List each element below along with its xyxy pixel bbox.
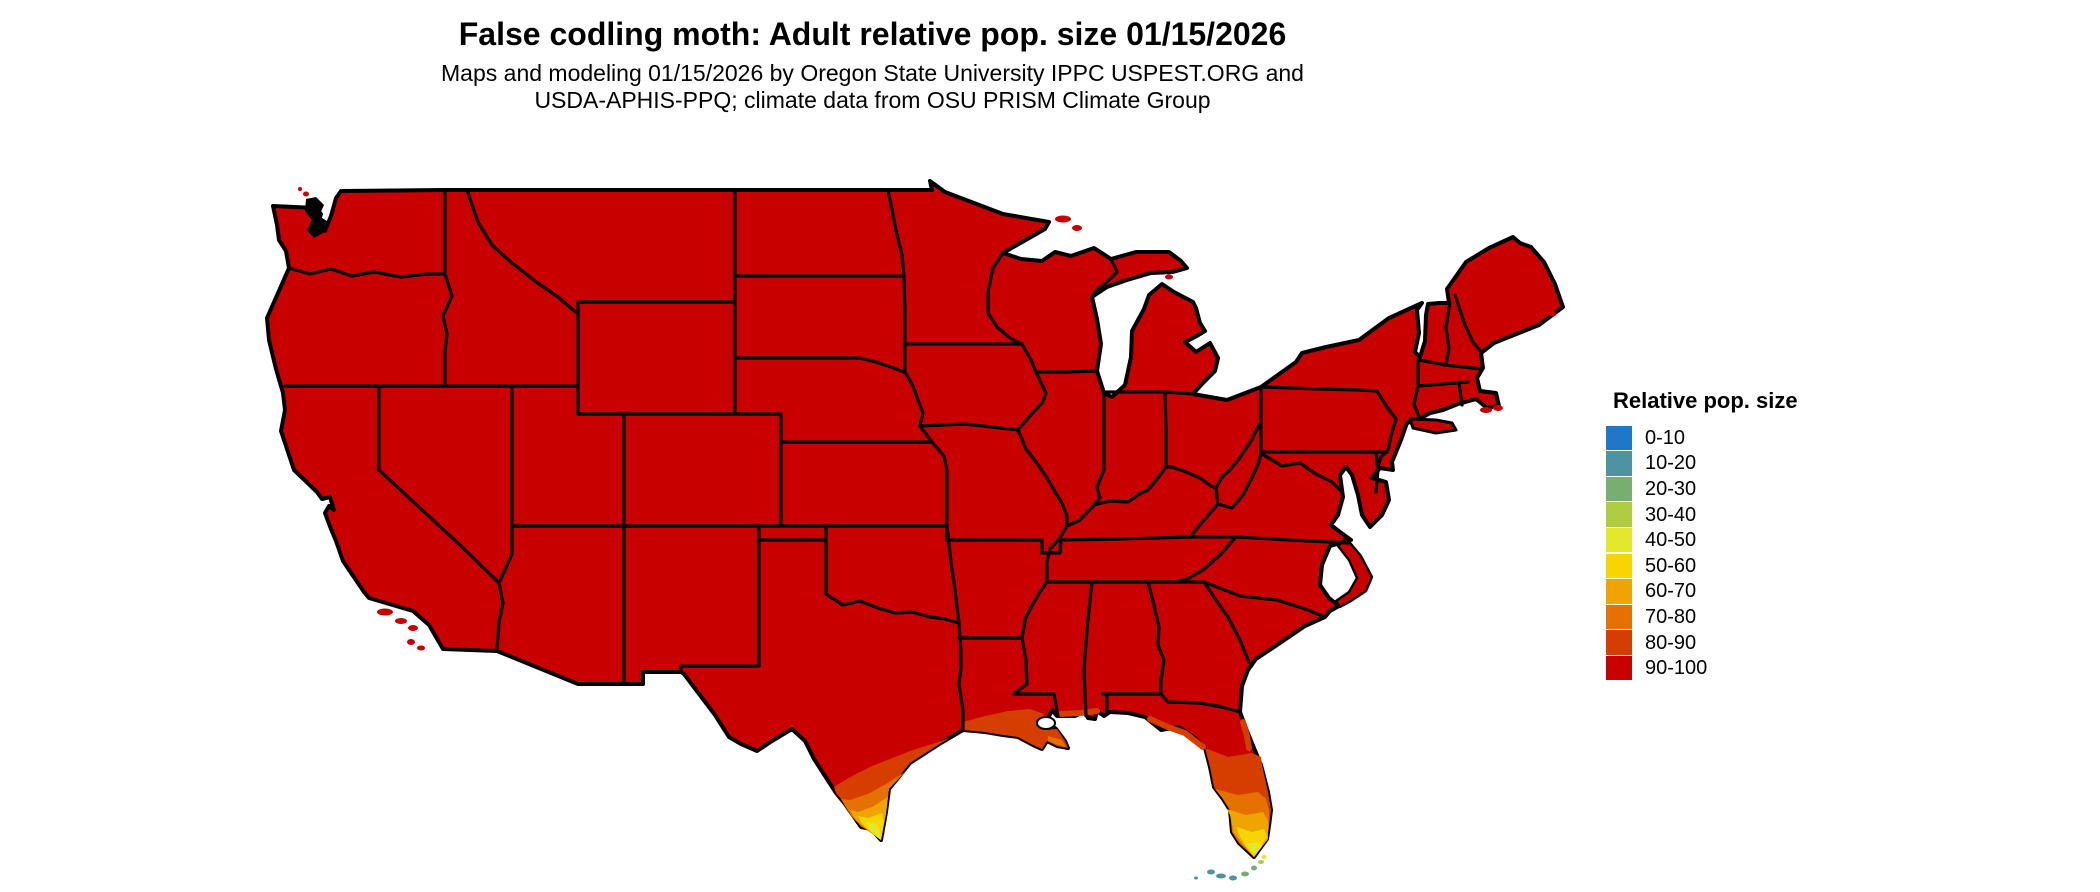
legend-row-label: 40-50 [1645, 529, 1697, 552]
louisiana-band-70-80 [1048, 736, 1066, 747]
legend-row-label: 30-40 [1645, 503, 1697, 526]
legend-swatch [1606, 604, 1632, 630]
legend-swatch [1606, 476, 1632, 502]
texas-band-40-50 [866, 822, 881, 840]
legend-row: 90-100 [1606, 655, 1836, 681]
straits-island [1165, 274, 1173, 280]
florida-east-coast-fringe [1240, 719, 1252, 751]
legend-row: 40-50 [1606, 527, 1836, 553]
conus-landmass [265, 179, 1565, 859]
texas-gradient-region [834, 731, 963, 840]
legend-row: 80-90 [1606, 630, 1836, 656]
legend-swatch [1606, 451, 1632, 476]
keys-speck [1258, 860, 1264, 864]
louisiana-band-80-90 [963, 709, 1068, 749]
channel-island [407, 639, 415, 645]
legend-row-label: 80-90 [1645, 631, 1697, 654]
keys-speck [1207, 869, 1215, 875]
keys-speck [1261, 855, 1267, 859]
nantucket [1493, 405, 1503, 411]
legend-row-label: 70-80 [1645, 605, 1697, 628]
legend-row-label: 10-20 [1645, 452, 1697, 475]
state-borders [283, 188, 1484, 732]
legend-swatch [1606, 502, 1632, 527]
marthas-vineyard [1480, 407, 1492, 413]
legend-row-label: 90-100 [1645, 657, 1708, 680]
legend-swatch [1606, 630, 1632, 655]
legend-title: Relative pop. size [1613, 388, 1798, 413]
legend-row: 0-10 [1606, 425, 1836, 451]
legend-swatch [1606, 553, 1632, 579]
legend-swatch [1606, 579, 1632, 604]
gulf-coast-fringe [963, 708, 1252, 751]
channel-island [417, 645, 425, 651]
page-title: False codling moth: Adult relative pop. … [458, 16, 1287, 52]
legend-row: 50-60 [1606, 553, 1836, 579]
big-bend-coast-fringe [1147, 716, 1206, 750]
keys-speck [1216, 873, 1226, 879]
legend-row-label: 50-60 [1645, 554, 1697, 577]
outer-banks [1334, 536, 1374, 609]
channel-island [395, 618, 407, 624]
legend-swatch [1606, 425, 1632, 451]
legend-row: 30-40 [1606, 502, 1836, 528]
legend: Relative pop. size 0-10 10-20 20-30 30-4… [1606, 388, 1836, 681]
legend-row: 20-30 [1606, 476, 1836, 502]
legend-swatch [1606, 527, 1632, 553]
legend-row: 70-80 [1606, 604, 1836, 630]
keys-speck [1194, 876, 1198, 880]
maine-coast-island [1543, 299, 1549, 305]
puget-sound-inlets [305, 197, 327, 238]
legend-row-label: 20-30 [1645, 477, 1697, 500]
subtitle-line-1: Maps and modeling 01/15/2026 by Oregon S… [441, 60, 1304, 86]
legend-row-label: 0-10 [1645, 426, 1686, 449]
florida-keys-specks [1194, 855, 1267, 881]
legend-rows: 0-10 10-20 20-30 30-40 40-50 50-60 60-70 [1606, 425, 1836, 681]
san-juan-island [303, 191, 309, 197]
isle-royale [1055, 215, 1071, 223]
texas-band-70-80 [841, 772, 905, 840]
long-island [1408, 417, 1458, 435]
maine-coast-island [1550, 311, 1556, 317]
legend-row-label: 60-70 [1645, 580, 1697, 603]
keys-speck [1251, 865, 1257, 871]
san-juan-island [298, 187, 302, 191]
florida-band-40-50 [1247, 842, 1262, 854]
legend-swatch [1606, 655, 1632, 681]
page-subtitle: Maps and modeling 01/15/2026 by Oregon S… [0, 60, 1745, 114]
mississippi-coast-fringe [1057, 708, 1100, 717]
florida-band-50-60 [1237, 827, 1267, 857]
coastal-islands-specks [298, 187, 1556, 651]
apostle-island [1072, 225, 1082, 231]
lake-pontchartrain [1036, 716, 1056, 730]
legend-row: 60-70 [1606, 579, 1836, 605]
channel-island [408, 625, 418, 631]
channel-island [377, 608, 393, 616]
legend-row: 10-20 [1606, 451, 1836, 477]
lake-superior-island [1131, 260, 1141, 266]
subtitle-line-2: USDA-APHIS-PPQ; climate data from OSU PR… [534, 87, 1211, 113]
maine-coast-island [1533, 316, 1539, 320]
keys-speck [1229, 875, 1237, 881]
keys-speck [1241, 871, 1249, 877]
florida-gradient-region [1205, 748, 1271, 857]
